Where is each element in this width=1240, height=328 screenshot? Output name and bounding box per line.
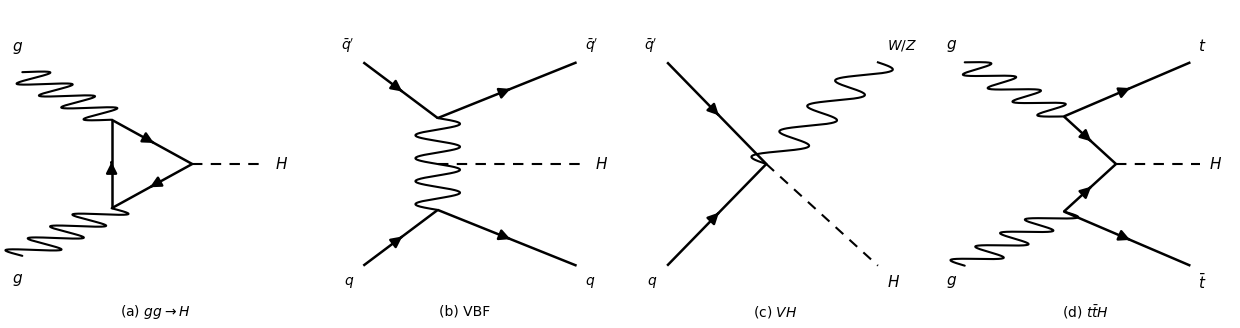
- Text: (b) VBF: (b) VBF: [439, 305, 491, 318]
- Text: $\bar{q}'$: $\bar{q}'$: [585, 37, 599, 55]
- Text: $t$: $t$: [1198, 38, 1207, 54]
- Text: (a) $gg \rightarrow H$: (a) $gg \rightarrow H$: [120, 303, 190, 320]
- Text: (c) $VH$: (c) $VH$: [753, 304, 797, 319]
- Text: $q$: $q$: [585, 275, 595, 290]
- Text: $\bar{q}'$: $\bar{q}'$: [644, 37, 657, 55]
- Text: $g$: $g$: [12, 273, 24, 288]
- Text: $H$: $H$: [887, 274, 900, 290]
- Text: $q$: $q$: [345, 275, 355, 290]
- Text: $q$: $q$: [647, 275, 657, 290]
- Text: $W/Z$: $W/Z$: [887, 38, 916, 53]
- Text: $g$: $g$: [946, 274, 957, 290]
- Text: $H$: $H$: [595, 156, 609, 172]
- Text: $g$: $g$: [946, 38, 957, 54]
- Text: $H$: $H$: [275, 156, 289, 172]
- Text: (d) $t\bar{t}H$: (d) $t\bar{t}H$: [1061, 303, 1109, 320]
- Text: $g$: $g$: [12, 40, 24, 55]
- Text: $H$: $H$: [1209, 156, 1223, 172]
- Text: $\bar{t}$: $\bar{t}$: [1198, 273, 1207, 292]
- Text: $\bar{q}'$: $\bar{q}'$: [341, 37, 355, 55]
